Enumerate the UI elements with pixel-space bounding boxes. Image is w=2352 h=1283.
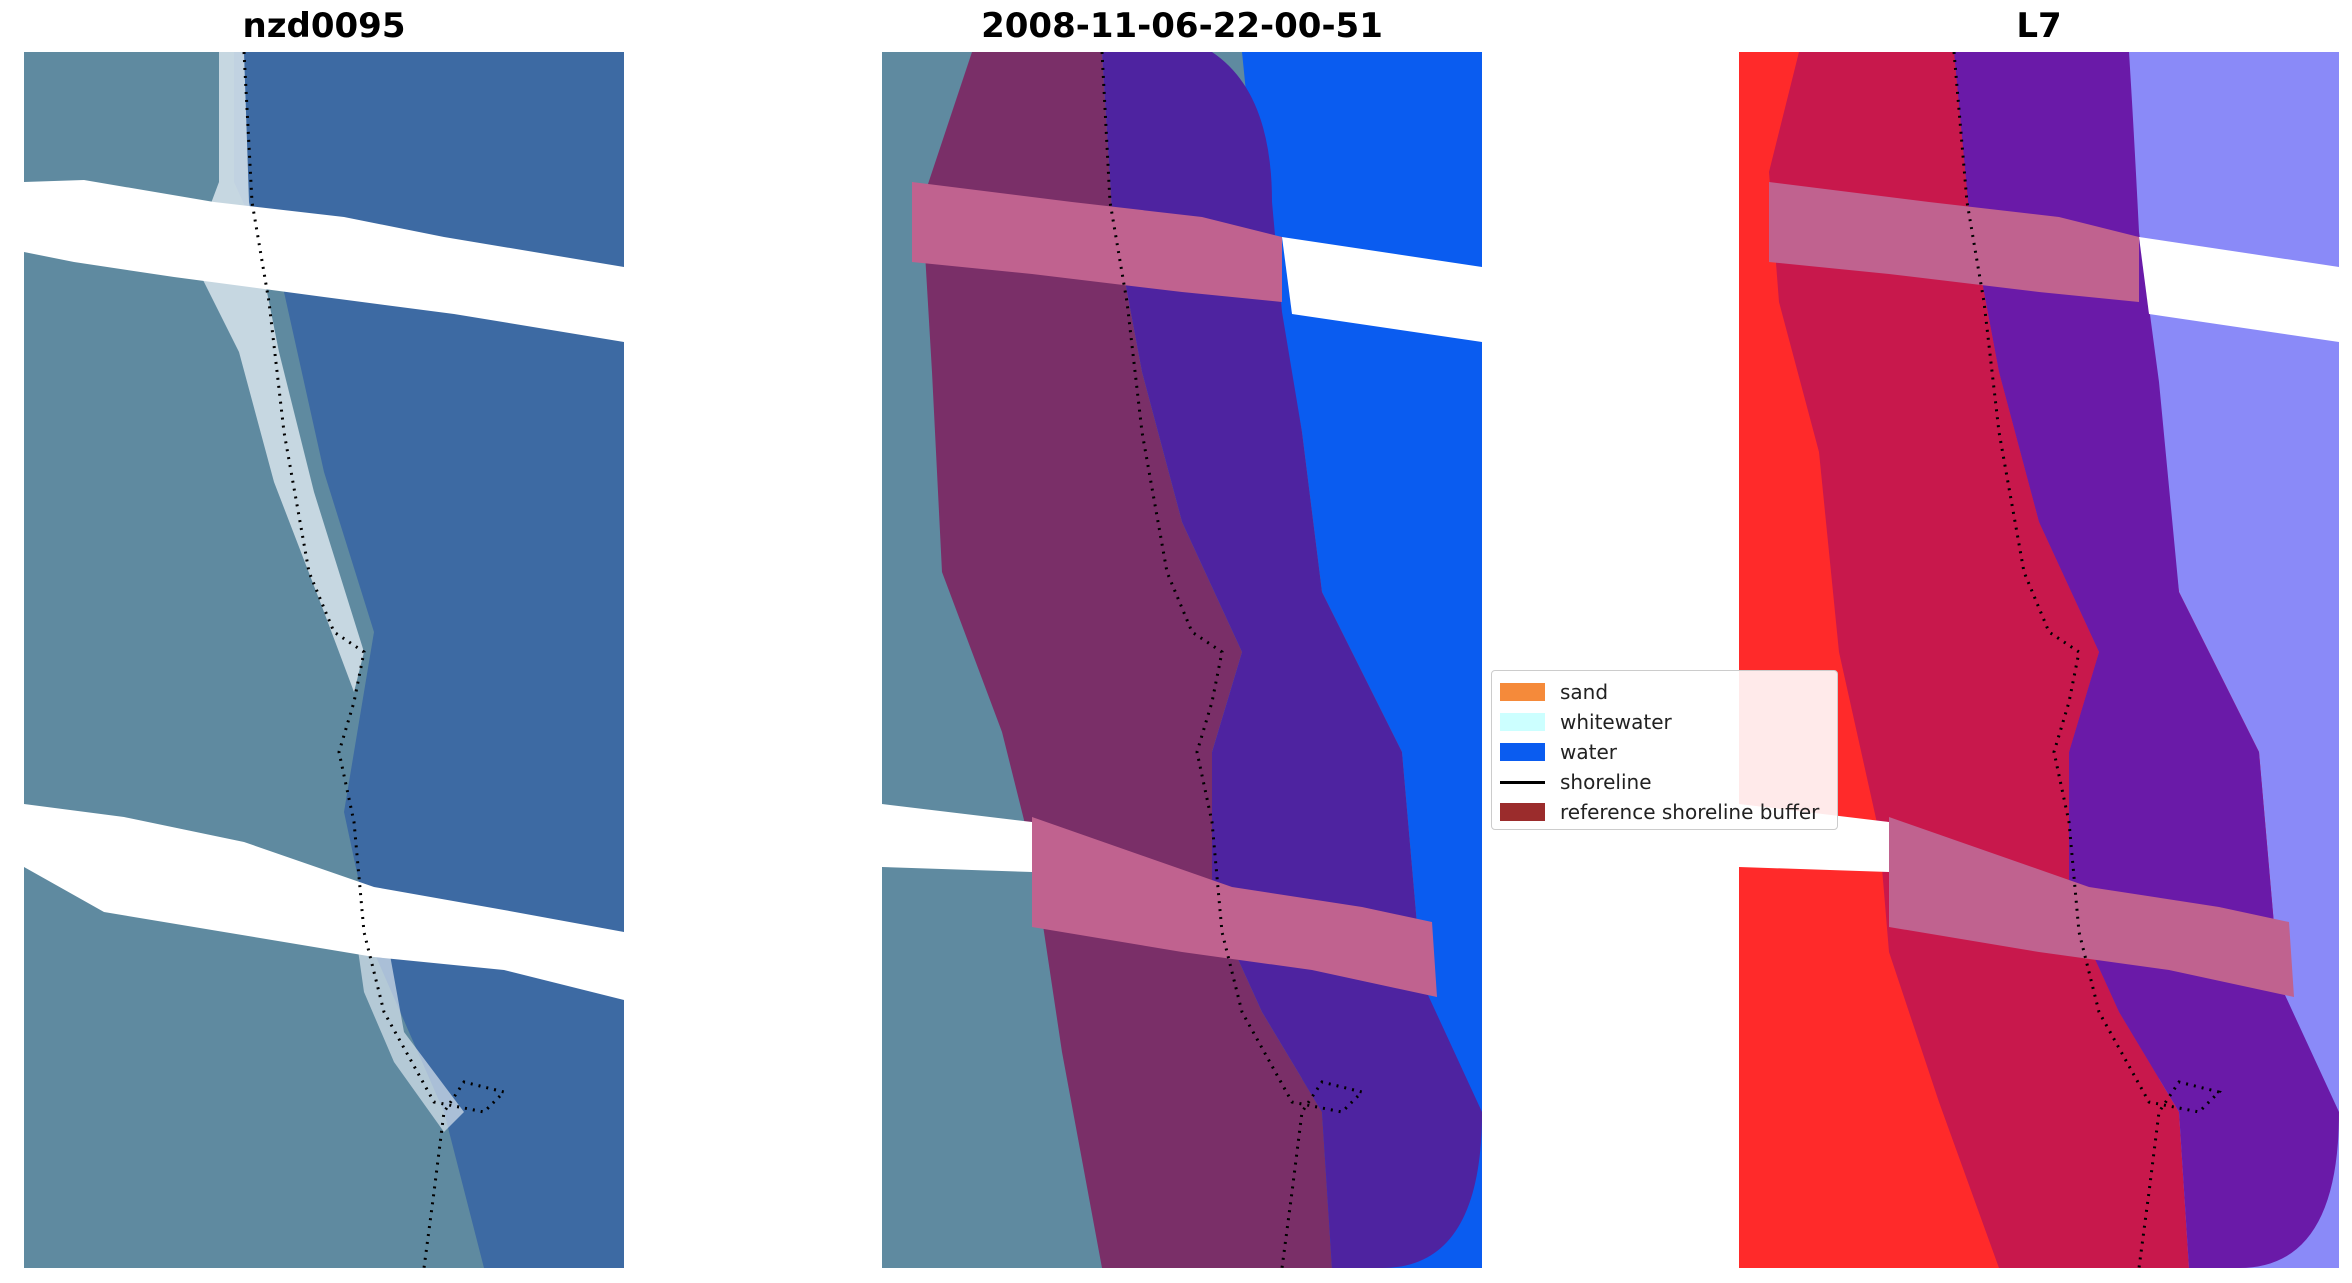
panel-title-rgb: nzd0095 [242,6,406,46]
legend-item-whitewater: whitewater [1492,707,1837,737]
legend-item-shoreline: shoreline [1492,767,1837,797]
legend-item-sand: sand [1492,677,1837,707]
legend-swatch [1500,713,1545,731]
legend-swatch [1500,803,1545,821]
legend-item-water: water [1492,737,1837,767]
legend-label: sand [1560,680,1609,704]
legend-label: shoreline [1560,770,1652,794]
legend-swatch [1500,780,1545,784]
legend-label: reference shoreline buffer [1560,800,1820,824]
legend-label: water [1560,740,1617,764]
classified-image [882,52,1482,1268]
legend-swatch [1500,683,1545,701]
index-image [1739,52,2339,1268]
legend-item-reference-shoreline-buffer: reference shoreline buffer [1492,797,1837,827]
legend-label: whitewater [1560,710,1672,734]
legend: sand whitewater water shoreline reference sh… [1491,670,1838,830]
legend-swatch [1500,743,1545,761]
panel-title-index: L7 [2016,6,2062,46]
rgb-satellite-image [24,52,624,1268]
panel-title-classified: 2008-11-06-22-00-51 [981,6,1383,46]
